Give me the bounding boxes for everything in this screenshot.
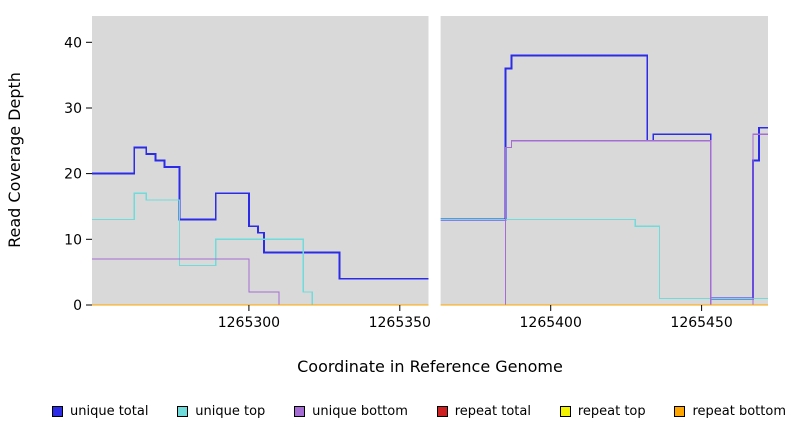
axes: 1265300 1265350 1265400 1265450 0 10 20 30 40 bbox=[64, 35, 733, 331]
legend-label-repeat-top: repeat top bbox=[577, 404, 646, 419]
x-tick-label: 1265400 bbox=[520, 315, 582, 331]
legend-label-unique-top: unique top bbox=[195, 404, 266, 419]
legend-label-repeat-bottom: repeat bottom bbox=[692, 404, 786, 419]
y-tick-label: 40 bbox=[64, 35, 82, 51]
legend-swatch-repeat-top bbox=[559, 406, 571, 417]
coverage-plot: 1265300 1265350 1265400 1265450 0 10 20 30 40 Re… bbox=[5, 15, 768, 376]
legend-swatch-repeat-bottom bbox=[674, 406, 686, 417]
x-tick-label: 1265300 bbox=[218, 315, 280, 331]
legend-swatch-unique-top bbox=[177, 406, 189, 417]
series-unique-total bbox=[92, 54, 768, 300]
x-tick-label: 1265450 bbox=[670, 315, 732, 331]
series-unique-top bbox=[92, 192, 768, 306]
y-tick-label: 30 bbox=[64, 101, 82, 117]
coverage-chart: 1265300 1265350 1265400 1265450 0 10 20 30 40 Re… bbox=[5, 15, 768, 376]
legend-label-repeat-total: repeat total bbox=[454, 404, 531, 419]
legend-item-unique-top: unique top bbox=[177, 404, 265, 419]
legend-item-repeat-top: repeat top bbox=[559, 404, 646, 419]
y-tick-label: 10 bbox=[64, 232, 82, 248]
legend-item-repeat-total: repeat total bbox=[436, 404, 531, 419]
legend-label-unique-bottom: unique bottom bbox=[312, 404, 408, 419]
legend-item-unique-bottom: unique bottom bbox=[294, 404, 408, 419]
no-data-gap bbox=[428, 15, 441, 306]
legend-swatch-unique-total bbox=[52, 406, 63, 417]
y-tick-label: 0 bbox=[73, 298, 82, 314]
legend-label-unique-total: unique total bbox=[70, 404, 149, 419]
legend: unique total unique top unique bottom re… bbox=[0, 404, 792, 419]
legend-item-unique-total: unique total bbox=[52, 404, 148, 419]
x-tick-label: 1265350 bbox=[369, 315, 431, 331]
legend-swatch-unique-bottom bbox=[294, 406, 306, 417]
x-axis-title: Coordinate in Reference Genome bbox=[297, 357, 563, 376]
legend-item-repeat-bottom: repeat bottom bbox=[674, 404, 786, 419]
y-tick-label: 20 bbox=[64, 167, 82, 183]
y-axis-title: Read Coverage Depth bbox=[5, 72, 24, 248]
legend-swatch-repeat-total bbox=[436, 406, 448, 417]
coverage-gap bbox=[428, 15, 441, 306]
